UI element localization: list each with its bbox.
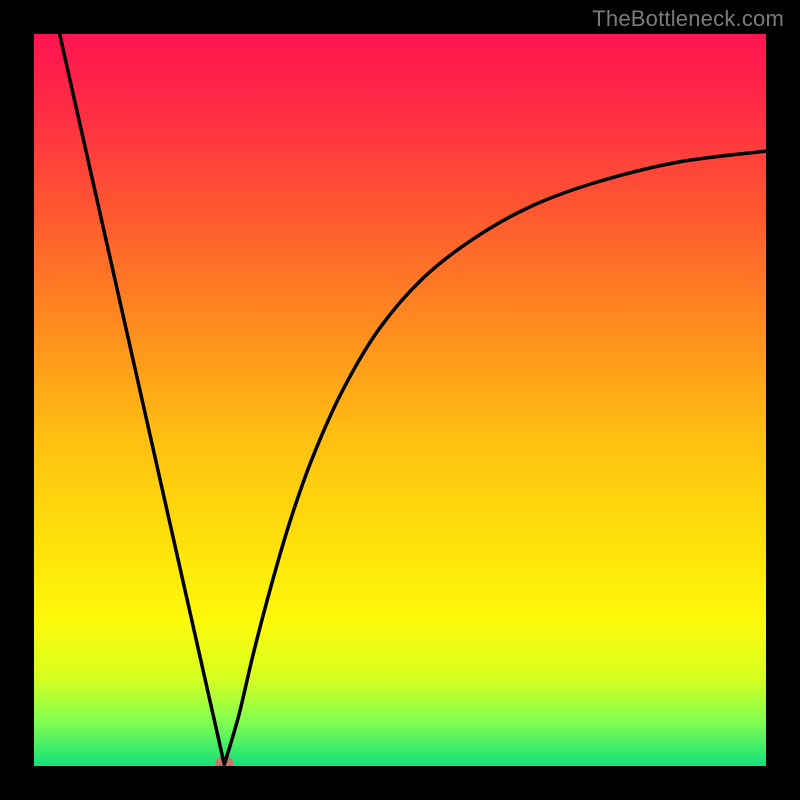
watermark-text: TheBottleneck.com xyxy=(592,6,784,32)
plot-svg xyxy=(34,34,766,766)
plot-area xyxy=(34,34,766,766)
chart-frame: TheBottleneck.com xyxy=(0,0,800,800)
